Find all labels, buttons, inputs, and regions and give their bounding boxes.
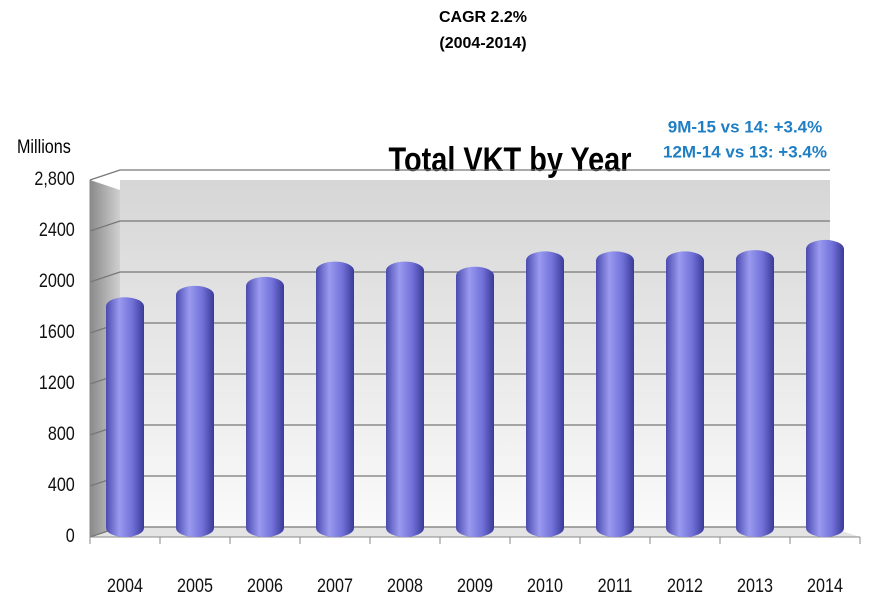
y-axis-label: Millions <box>17 136 71 158</box>
y-tick-label: 2400 <box>39 219 75 241</box>
x-tick-label: 2004 <box>107 575 143 597</box>
bar <box>106 297 144 537</box>
subtitle: CAGR 2.2% <box>439 9 527 26</box>
grid-line <box>89 169 830 181</box>
annotation: 12M-14 vs 13: +3.4% <box>663 142 827 161</box>
y-tick-label: 2000 <box>39 270 75 292</box>
bar <box>736 250 774 537</box>
x-tick-label: 2007 <box>317 575 353 597</box>
x-tick-label: 2005 <box>177 575 213 597</box>
x-tick-label: 2011 <box>598 575 633 597</box>
bar <box>176 285 214 537</box>
y-tick-label: 800 <box>48 423 75 445</box>
x-tick-label: 2008 <box>387 575 423 597</box>
x-tick-label: 2006 <box>247 575 283 597</box>
y-tick-label: 400 <box>48 474 75 496</box>
bar <box>596 251 634 537</box>
bar <box>316 261 354 537</box>
annotation: 9M-15 vs 14: +3.4% <box>668 117 823 136</box>
bar <box>456 266 494 537</box>
x-tick-label: 2013 <box>737 575 773 597</box>
y-tick-label: 2,800 <box>34 168 75 190</box>
bar <box>806 239 844 538</box>
y-tick-label: 1200 <box>39 372 75 394</box>
subtitle: (2004-2014) <box>439 35 526 52</box>
bar <box>246 276 284 537</box>
y-tick-label: 0 <box>66 525 75 547</box>
x-tick-label: 2014 <box>807 575 843 597</box>
x-tick-label: 2012 <box>667 575 703 597</box>
y-tick-label: 1600 <box>39 321 75 343</box>
bar <box>526 251 564 537</box>
bar <box>666 251 704 537</box>
x-tick-label: 2010 <box>527 575 563 597</box>
chart-title: Total VKT by Year <box>388 140 631 179</box>
x-tick-label: 2009 <box>457 575 493 597</box>
bar <box>386 261 424 537</box>
grid-line <box>89 220 830 232</box>
grid-line <box>89 271 830 283</box>
